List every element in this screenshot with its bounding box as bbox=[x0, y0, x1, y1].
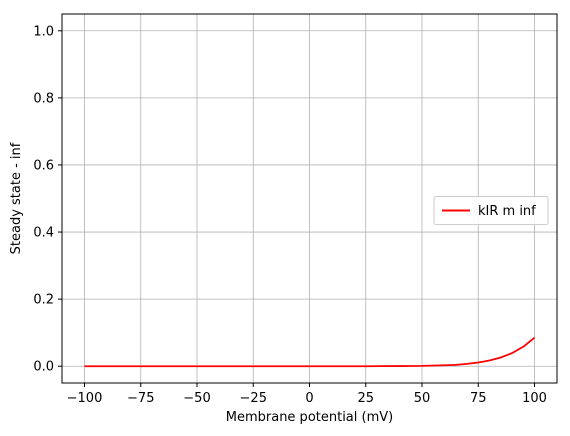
x-tick-label: 0 bbox=[305, 391, 313, 406]
legend-box bbox=[433, 196, 549, 225]
y-tick-label: 0.4 bbox=[33, 226, 54, 241]
y-axis-label: Steady state - inf bbox=[9, 142, 24, 254]
x-tick-label: 25 bbox=[357, 391, 374, 406]
y-tick-label: 0.2 bbox=[33, 293, 54, 308]
y-tick-label: 0.6 bbox=[33, 158, 54, 173]
y-tick-label: 0.0 bbox=[33, 360, 54, 375]
x-tick-label: 50 bbox=[414, 391, 431, 406]
x-tick-label: −50 bbox=[183, 391, 210, 406]
x-tick-label: −100 bbox=[67, 391, 103, 406]
x-axis: −100 −75 −50 −25 0 25 50 75 100 bbox=[67, 383, 547, 406]
legend: kIR m inf bbox=[433, 196, 549, 225]
x-tick-label: 100 bbox=[522, 391, 547, 406]
y-tick-label: 1.0 bbox=[33, 24, 54, 39]
x-tick-label: −25 bbox=[240, 391, 267, 406]
y-axis: 0.0 0.2 0.4 0.6 0.8 1.0 bbox=[33, 24, 62, 375]
grid bbox=[62, 14, 557, 383]
series-layer bbox=[84, 337, 536, 368]
legend-entry-label: kIR m inf bbox=[478, 204, 536, 219]
x-tick-label: 75 bbox=[470, 391, 487, 406]
series-line bbox=[84, 337, 536, 368]
y-tick-label: 0.8 bbox=[33, 91, 54, 106]
x-tick-label: −75 bbox=[127, 391, 154, 406]
x-axis-label: Membrane potential (mV) bbox=[226, 410, 393, 425]
